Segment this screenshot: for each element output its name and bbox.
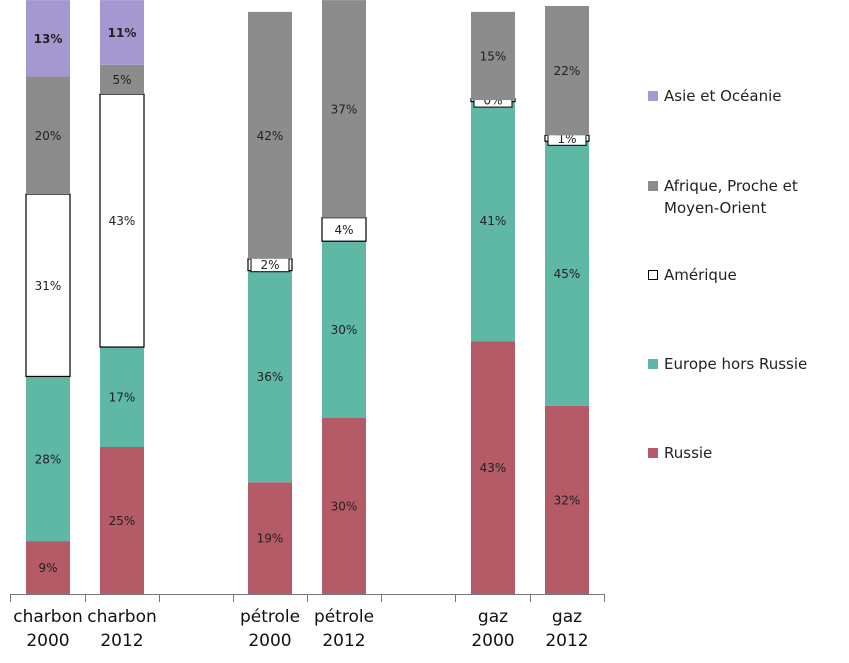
bar-segment: [100, 64, 144, 95]
bar-segment: [471, 11, 515, 101]
data-label: 43%: [480, 461, 507, 475]
data-label: 41%: [480, 214, 507, 228]
x-tick-label-line: charbon: [87, 607, 157, 627]
x-tick-label: gaz 2012: [545, 607, 588, 651]
bar-segment: [248, 482, 292, 594]
legend-label: Asie et Océanie: [664, 87, 782, 105]
x-tick-label-line: 2012: [545, 631, 588, 651]
x-tick-label: pétrole 2000: [240, 607, 300, 651]
data-label: 45%: [554, 267, 581, 281]
data-label: 28%: [35, 452, 62, 466]
data-label: 2%: [260, 258, 279, 272]
legend-label: Afrique, Proche et Moyen-Orient: [664, 177, 798, 217]
legend-label: Russie: [664, 444, 713, 462]
x-tick-labels: charbon2000charbon2012pétrole2000pétrole…: [13, 607, 588, 651]
data-label: 15%: [480, 49, 507, 63]
legend-item-amerique: Amérique: [648, 264, 849, 286]
x-tick-label: charbon 2000: [13, 607, 83, 651]
data-label: 11%: [108, 26, 137, 40]
bar-segment: [248, 270, 292, 483]
bar-segment: [322, 417, 366, 594]
x-tick-label: pétrole 2012: [314, 607, 374, 651]
legend-swatch: [648, 181, 658, 191]
data-label: 19%: [257, 532, 284, 546]
data-label: 32%: [554, 493, 581, 507]
legend-item-europe: Europe hors Russie: [648, 353, 849, 375]
bar-segment: [545, 405, 589, 594]
data-label: 20%: [35, 129, 62, 143]
data-label: 31%: [35, 279, 62, 293]
bar-segment: [471, 341, 515, 594]
legend-label: Amérique: [664, 266, 737, 284]
bar-segment: [322, 241, 366, 418]
data-label: 25%: [109, 514, 136, 528]
bar-segment: [26, 0, 70, 77]
x-tick-label: charbon 2012: [87, 607, 157, 651]
data-label: 43%: [109, 214, 136, 228]
legend-swatch: [648, 359, 658, 369]
x-tick-label-line: gaz: [478, 607, 508, 627]
x-tick-label: gaz 2000: [471, 607, 514, 651]
x-tick-label-line: charbon: [13, 607, 83, 627]
x-tick-label-line: 2000: [248, 631, 291, 651]
data-label: 4%: [334, 223, 353, 237]
bar-segment: [26, 76, 70, 195]
legend-swatch: [648, 270, 658, 280]
bar-segment: [26, 541, 70, 594]
data-label: 36%: [257, 370, 284, 384]
bar-segment: [25, 193, 71, 378]
legend-swatch: [648, 91, 658, 101]
x-tick-label-line: 2012: [322, 631, 365, 651]
data-label: 5%: [112, 73, 131, 87]
bar-segment: [100, 447, 144, 594]
x-tick-label-line: 2000: [471, 631, 514, 651]
bar-segment: [545, 141, 589, 406]
x-tick-label-line: 2000: [26, 631, 69, 651]
x-tick-label-line: pétrole: [240, 607, 300, 627]
data-label: 30%: [331, 323, 358, 337]
legend-item-russie: Russie: [648, 442, 849, 464]
legend-label: Europe hors Russie: [664, 355, 808, 373]
bar-segment: [26, 376, 70, 542]
data-label: 13%: [34, 32, 63, 46]
x-tick-label-line: pétrole: [314, 607, 374, 627]
bar-segment: [322, 0, 366, 218]
bar-segment: [100, 347, 144, 447]
bar-segment: [248, 11, 292, 259]
data-label: 17%: [109, 391, 136, 405]
x-tick-label-line: 2012: [100, 631, 143, 651]
bar-segment: [545, 6, 589, 136]
legend-item-asie: Asie et Océanie: [648, 85, 849, 107]
data-label: 9%: [38, 561, 57, 575]
bars-group: 9% 28% 31% 20% 13% 25% 17% 43% 5% 11% 19% 36% 2% 42% 3…: [25, 0, 590, 594]
data-label: 30%: [331, 499, 358, 513]
bar-segment: [471, 100, 515, 342]
data-label: 22%: [554, 64, 581, 78]
bar-segment: [100, 0, 144, 65]
legend-swatch: [648, 448, 658, 458]
x-tick-label-line: gaz: [552, 607, 582, 627]
legend-item-afrique: Afrique, Proche et Moyen-Orient: [648, 175, 834, 219]
data-label: 37%: [331, 102, 358, 116]
x-axis: [10, 594, 605, 602]
data-label: 42%: [257, 129, 284, 143]
